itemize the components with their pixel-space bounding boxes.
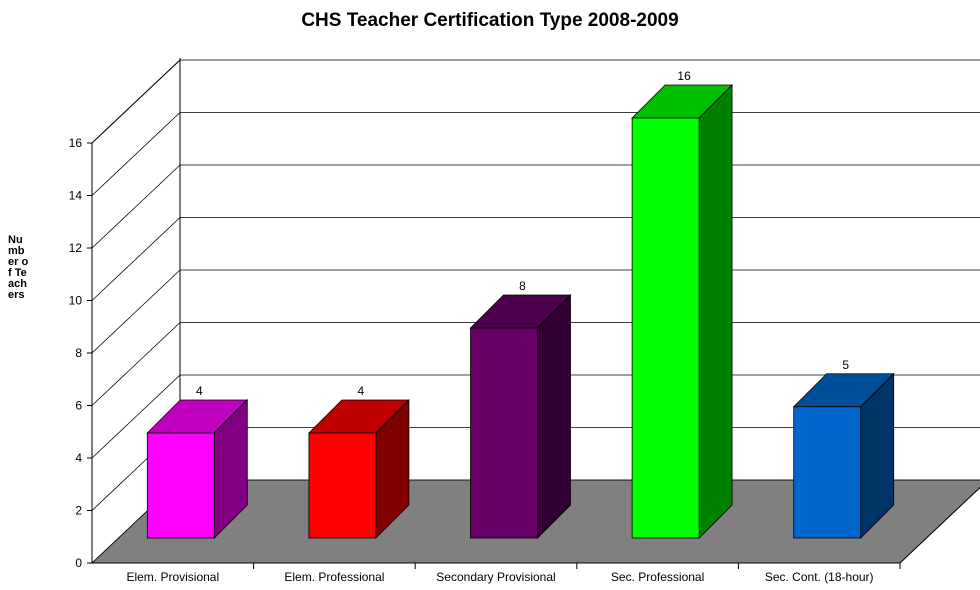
grid-line <box>91 322 181 406</box>
y-tick-label: 2 <box>75 504 82 518</box>
y-tick-label: 16 <box>69 136 83 150</box>
y-tick-label: 4 <box>75 451 82 465</box>
y-tick-label: 12 <box>69 241 83 255</box>
y-tick-label: 6 <box>75 399 82 413</box>
data-label: 5 <box>842 358 849 372</box>
bar-side <box>698 84 733 539</box>
floor-edge <box>899 486 980 564</box>
x-tick-label: Elem. Professional <box>284 570 384 584</box>
y-tick-label: 8 <box>75 346 82 360</box>
bar <box>631 117 700 539</box>
data-label: 4 <box>358 384 365 398</box>
bar <box>308 432 377 539</box>
data-label: 4 <box>196 384 203 398</box>
grid-line <box>91 217 181 301</box>
chart-title: CHS Teacher Certification Type 2008-2009 <box>301 10 679 31</box>
x-tick-label: Sec. Cont. (18-hour) <box>765 570 874 584</box>
grid-line <box>91 374 181 459</box>
grid-line <box>91 269 181 354</box>
x-tick-label: Elem. Provisional <box>126 570 219 584</box>
x-tick-label: Sec. Professional <box>611 570 704 584</box>
data-label: 16 <box>677 69 691 83</box>
data-label: 8 <box>519 279 526 293</box>
y-tick-label: 0 <box>75 556 82 570</box>
bar <box>470 327 538 539</box>
bar-side <box>537 294 571 539</box>
grid-line <box>91 59 181 144</box>
x-tick-label: Secondary Provisional <box>436 570 555 584</box>
bar <box>793 406 862 539</box>
grid-line <box>91 164 181 249</box>
y-axis-label: Number of Teachers <box>8 234 29 301</box>
bar <box>146 432 215 539</box>
grid-line <box>91 112 181 196</box>
y-tick-label: 14 <box>69 189 83 203</box>
y-tick-label: 10 <box>69 294 83 308</box>
